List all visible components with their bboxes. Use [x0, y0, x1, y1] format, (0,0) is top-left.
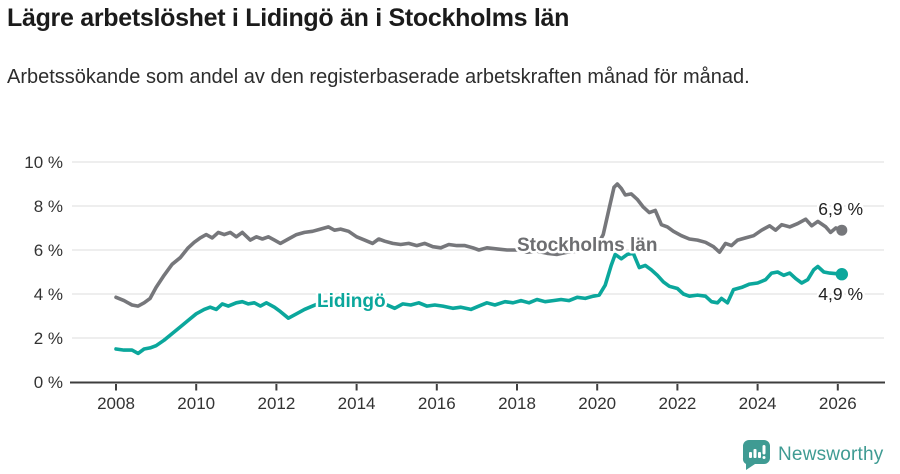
x-axis-labels: 2008 2010 2012 2014 2016 2018 2020 2022 2024 2026	[97, 394, 857, 413]
x-axis-ticks	[115, 384, 839, 391]
series-end-dot-lidingo	[835, 268, 849, 281]
x-tick-label: 2018	[498, 394, 536, 413]
x-tick-label: 2016	[418, 394, 456, 413]
x-tick-label: 2022	[658, 394, 696, 413]
end-value-label-stockholms-lan: 6,9 %	[818, 199, 863, 219]
gridlines	[72, 161, 884, 339]
chart-subtitle: Arbetssökande som andel av den registerb…	[7, 66, 750, 88]
y-tick-label: 10 %	[24, 153, 63, 172]
x-tick-label: 2014	[338, 394, 376, 413]
y-tick-label: 2 %	[34, 329, 63, 348]
newsworthy-logo[interactable]: Newsworthy	[742, 439, 883, 470]
brand-name: Newsworthy	[778, 443, 884, 465]
newsworthy-bubble-chart-icon	[742, 440, 770, 470]
series-end-dot-stockholms-lan	[836, 224, 848, 236]
series-label-stockholms-lan: Stockholms län	[517, 235, 657, 256]
x-tick-label: 2010	[177, 394, 215, 413]
page-title: Lägre arbetslöshet i Lidingö än i Stockh…	[7, 4, 570, 32]
y-tick-label: 6 %	[34, 241, 63, 260]
series-line-lidingo	[114, 251, 844, 356]
x-tick-label: 2020	[578, 394, 616, 413]
y-tick-label: 8 %	[34, 197, 63, 216]
end-value-label-lidingo: 4,9 %	[818, 284, 863, 304]
y-axis-labels: 10 % 8 % 6 % 4 % 2 % 0 %	[24, 153, 63, 392]
x-tick-label: 2008	[97, 394, 135, 413]
y-tick-label: 0 %	[34, 373, 63, 392]
x-tick-label: 2024	[739, 394, 777, 413]
x-tick-label: 2012	[257, 394, 295, 413]
series-line-stockholms-lan	[114, 182, 844, 308]
x-tick-label: 2026	[819, 394, 857, 413]
series-label-lidingo: Lidingö	[317, 291, 386, 312]
y-tick-label: 4 %	[34, 285, 63, 304]
